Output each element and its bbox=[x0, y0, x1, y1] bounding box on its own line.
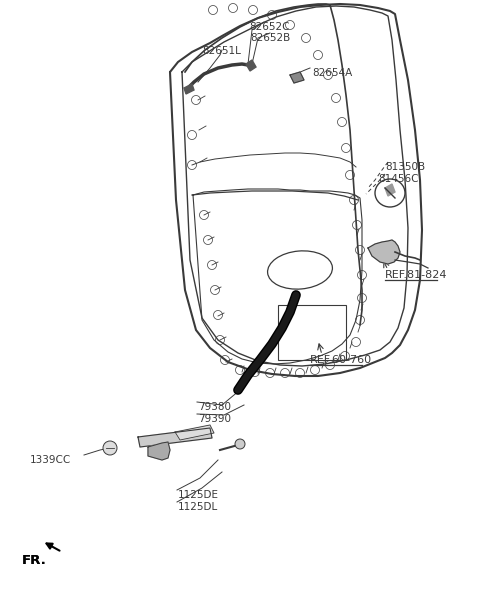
Text: 81456C: 81456C bbox=[378, 174, 419, 184]
Polygon shape bbox=[138, 428, 212, 447]
Text: REF.81-824: REF.81-824 bbox=[385, 270, 447, 280]
Polygon shape bbox=[175, 425, 214, 440]
Polygon shape bbox=[184, 84, 194, 94]
Text: 1339CC: 1339CC bbox=[30, 455, 71, 465]
Text: 79390: 79390 bbox=[198, 414, 231, 424]
Polygon shape bbox=[246, 60, 256, 71]
Bar bbox=[278, 305, 346, 360]
Text: REF.60-760: REF.60-760 bbox=[310, 355, 372, 365]
Text: 82652C: 82652C bbox=[250, 22, 290, 32]
Polygon shape bbox=[148, 442, 170, 460]
Text: 82652B: 82652B bbox=[250, 33, 290, 43]
Polygon shape bbox=[385, 184, 395, 196]
FancyArrowPatch shape bbox=[47, 544, 60, 551]
Text: FR.: FR. bbox=[22, 554, 47, 567]
Text: 81350B: 81350B bbox=[385, 162, 425, 172]
Text: 82654A: 82654A bbox=[312, 68, 352, 78]
Text: 82651L: 82651L bbox=[203, 46, 241, 56]
Text: FR.: FR. bbox=[22, 554, 47, 567]
Polygon shape bbox=[368, 240, 400, 264]
Circle shape bbox=[235, 439, 245, 449]
Text: 1125DL: 1125DL bbox=[178, 502, 218, 512]
Text: 79380: 79380 bbox=[198, 402, 231, 412]
Polygon shape bbox=[290, 72, 304, 83]
Text: 1125DE: 1125DE bbox=[178, 490, 219, 500]
Circle shape bbox=[103, 441, 117, 455]
